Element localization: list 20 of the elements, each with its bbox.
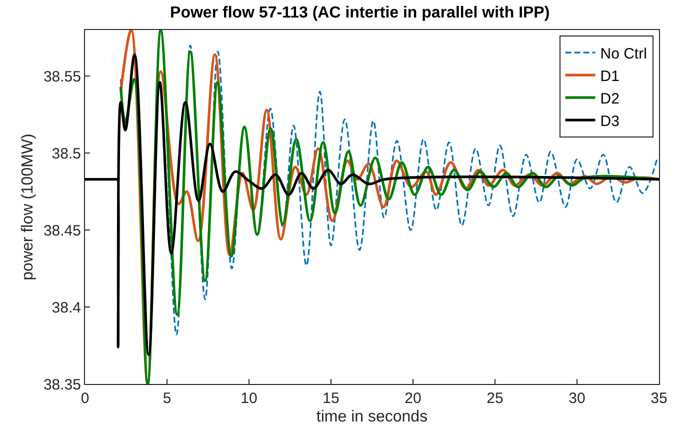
legend-label: D2 xyxy=(600,90,620,108)
y-tick-label: 38.45 xyxy=(43,222,81,240)
x-tick-label: 35 xyxy=(650,390,668,407)
legend-label: No Ctrl xyxy=(600,45,647,62)
x-tick-label: 0 xyxy=(80,390,90,407)
y-tick-label: 38.5 xyxy=(52,145,81,162)
y-axis-title: power flow (100MW) xyxy=(19,134,36,280)
legend-label: D1 xyxy=(600,68,620,85)
chart-title: Power flow 57-113 (AC intertie in parallel with IPP) xyxy=(170,4,550,22)
x-tick-label: 20 xyxy=(404,390,422,407)
x-tick-label: 15 xyxy=(322,390,340,407)
x-tick-label: 25 xyxy=(486,390,504,407)
x-tick-label: 10 xyxy=(240,390,258,407)
x-tick-label: 5 xyxy=(162,390,172,407)
y-tick-label: 38.55 xyxy=(43,68,81,86)
x-axis-title: time in seconds xyxy=(316,408,428,426)
legend-label: D3 xyxy=(600,112,620,130)
x-tick-label: 30 xyxy=(568,390,586,407)
y-tick-label: 38.35 xyxy=(43,376,81,394)
y-tick-label: 38.4 xyxy=(52,299,81,316)
